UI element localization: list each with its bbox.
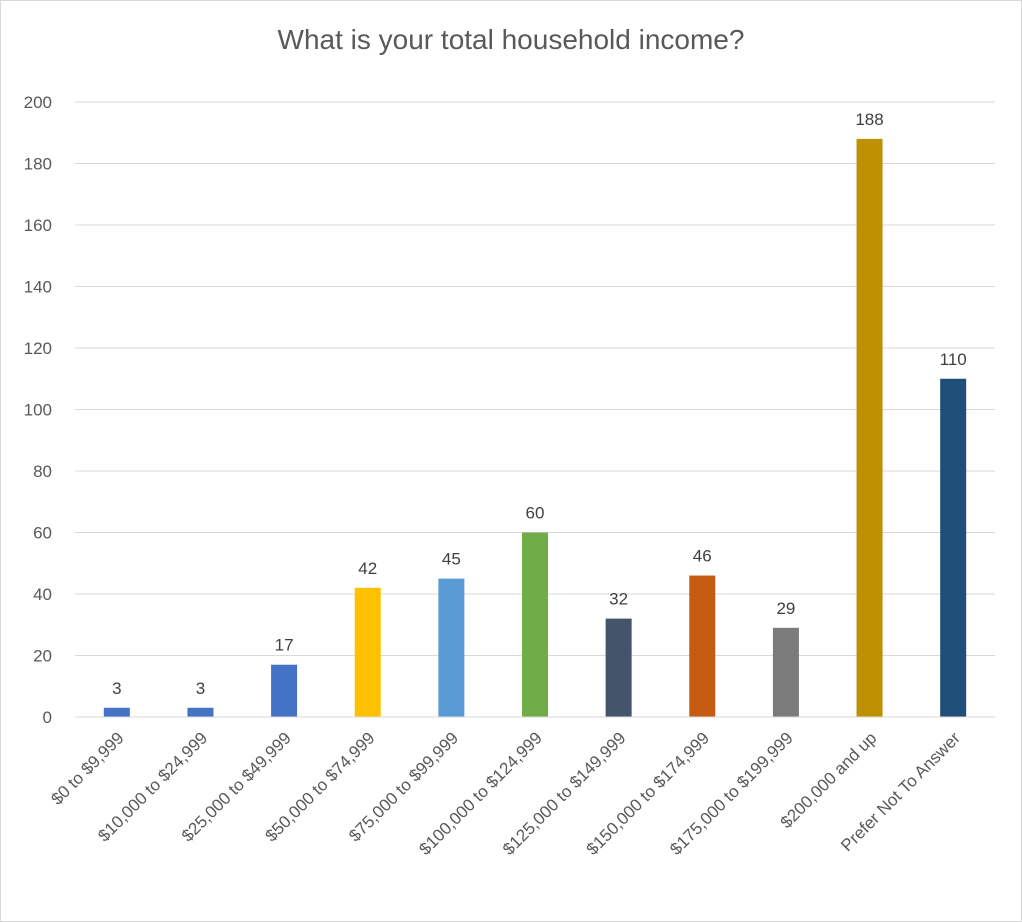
x-axis-ticks: $0 to $9,999$10,000 to $24,999$25,000 to…	[47, 728, 964, 859]
bar	[856, 138, 883, 717]
data-labels: 3 3 17 42 45 60 32 46 29 188 110	[112, 110, 967, 698]
y-axis-ticks: 0 20 40 60 80 100 120 140 160 180 200	[24, 93, 52, 727]
bar	[354, 587, 381, 717]
bar	[522, 532, 548, 717]
y-tick-label: 200	[24, 93, 52, 112]
bar	[187, 707, 214, 717]
data-label: 32	[609, 590, 628, 609]
data-label: 188	[855, 110, 883, 129]
bar	[103, 707, 130, 717]
data-label: 45	[442, 550, 461, 569]
data-label: 42	[358, 559, 377, 578]
y-tick-label: 20	[33, 647, 52, 666]
y-tick-label: 180	[24, 155, 52, 174]
bar	[940, 378, 967, 717]
chart-title: What is your total household income?	[277, 24, 745, 55]
y-tick-label: 120	[24, 339, 52, 358]
data-label: 110	[940, 350, 967, 369]
data-label: 29	[776, 599, 795, 618]
data-label: 60	[526, 504, 545, 523]
data-label: 3	[196, 679, 205, 698]
y-tick-label: 60	[33, 524, 52, 543]
data-label: 46	[693, 547, 712, 566]
y-tick-label: 140	[24, 278, 52, 297]
bar	[772, 627, 799, 717]
y-tick-label: 40	[33, 585, 52, 604]
data-label: 17	[275, 636, 294, 655]
bars	[103, 138, 967, 717]
bar	[605, 618, 632, 717]
x-tick-label: $0 to $9,999	[47, 728, 127, 808]
bar	[271, 664, 298, 717]
bar	[689, 575, 716, 717]
bar	[438, 578, 465, 717]
y-tick-label: 80	[33, 462, 52, 481]
y-tick-label: 160	[24, 216, 52, 235]
y-tick-label: 100	[24, 401, 52, 420]
data-label: 3	[112, 679, 121, 698]
y-tick-label: 0	[43, 708, 52, 727]
